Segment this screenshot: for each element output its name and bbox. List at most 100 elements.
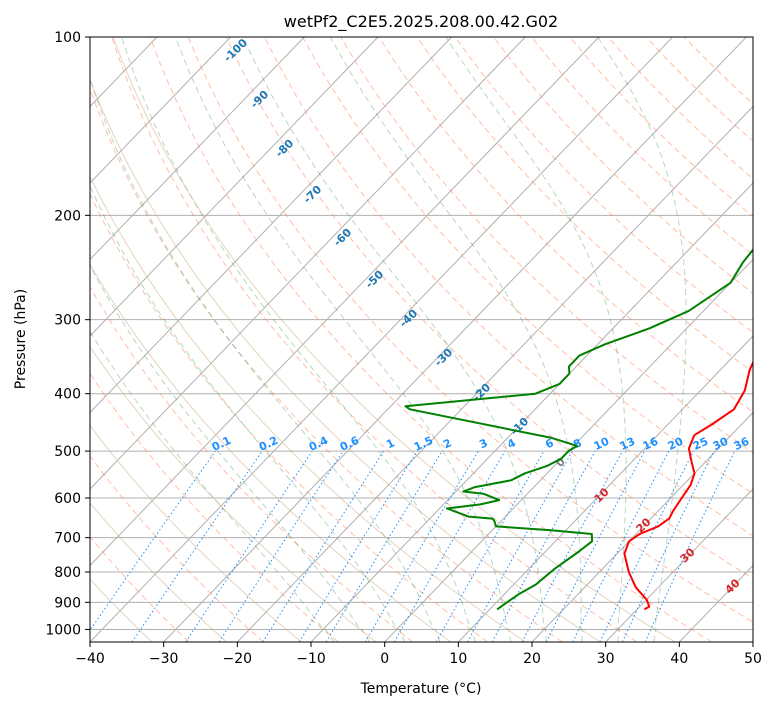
- mixing-ratio-lines: [90, 450, 736, 642]
- moist-adiabat: [597, 37, 687, 642]
- x-axis: −40 −30 −20 −10 0 10 20 30 40 50: [75, 642, 762, 667]
- isotherm: [310, 182, 753, 642]
- mixing-ratio-line: [131, 450, 263, 642]
- moist-adiabat: [445, 37, 627, 642]
- dry-adiabat: [90, 192, 488, 642]
- theta-line: [90, 345, 377, 642]
- dry-adiabat: [416, 37, 753, 373]
- mixing-ratio-line: [185, 450, 313, 642]
- mixing-label: 10: [592, 435, 612, 453]
- moist-adiabat: [90, 330, 335, 642]
- moist-adiabat: [242, 37, 547, 642]
- temperature-line: [623, 360, 753, 611]
- mixing-ratio-line: [467, 450, 573, 642]
- cold-label: -100: [221, 36, 250, 65]
- dry-adiabat: [149, 37, 712, 642]
- isotherm: [236, 105, 753, 642]
- mixing-ratio-line: [364, 450, 479, 642]
- mixing-ratio-line: [262, 450, 385, 642]
- dry-adiabat: [454, 37, 753, 333]
- theta-line: [90, 263, 452, 642]
- theta-line: [90, 424, 302, 642]
- isotherm: [90, 37, 379, 337]
- cold-label: -60: [331, 226, 355, 249]
- wet-bulb-lines: [0, 37, 676, 642]
- moist-adiabat: [90, 264, 371, 642]
- dry-adiabat: [493, 37, 753, 294]
- x-tick-label: −20: [223, 651, 253, 667]
- y-tick-label: 600: [54, 491, 81, 507]
- moist-adiabats: [90, 37, 687, 642]
- cold-label: -80: [273, 137, 297, 160]
- dry-adiabat: [263, 37, 753, 537]
- x-tick-label: 30: [597, 651, 615, 667]
- y-tick-label: 500: [54, 444, 81, 460]
- theta-line: [0, 37, 77, 642]
- x-axis-title: Temperature (°C): [360, 681, 482, 697]
- theta-line: [0, 37, 3, 642]
- cold-label: -40: [397, 307, 421, 330]
- plot-area: -100-90-80-70-60-50-40-30-20-10010203040…: [0, 36, 753, 642]
- isotherm: [605, 488, 753, 642]
- y-tick-label: 100: [54, 30, 81, 46]
- theta-line: [90, 578, 153, 642]
- mixing-label: 3: [477, 436, 489, 451]
- mixing-ratio-line: [572, 450, 670, 642]
- mixing-ratio-line: [644, 450, 736, 642]
- x-tick-label: −10: [296, 651, 326, 667]
- cold-label: -50: [363, 268, 387, 291]
- moist-adiabat: [329, 37, 583, 642]
- mixing-label: 20: [666, 435, 686, 453]
- x-tick-label: 40: [670, 651, 688, 667]
- moist-adiabat: [121, 37, 476, 642]
- x-tick-label: −40: [75, 651, 105, 667]
- moist-adiabat: [90, 184, 406, 642]
- isotherm: [90, 37, 452, 414]
- mixing-ratio-line: [621, 450, 715, 642]
- mixing-label: 16: [641, 435, 661, 453]
- mixing-ratio-line: [599, 450, 694, 642]
- plot-frame: [89, 36, 754, 643]
- mixing-ratio-line: [393, 450, 506, 642]
- dry-adiabat: [90, 455, 264, 642]
- theta-line: [90, 175, 526, 642]
- moist-adiabat: [90, 77, 441, 642]
- y-axis-title: Pressure (hPa): [13, 289, 29, 389]
- y-tick-label: 900: [54, 595, 81, 611]
- x-tick-label: −30: [149, 651, 179, 667]
- dry-adiabat: [683, 37, 753, 105]
- cold-label: -70: [301, 183, 325, 206]
- dry-adiabat: [90, 87, 563, 642]
- dry-adiabat: [187, 37, 753, 623]
- isotherm: [384, 258, 753, 642]
- y-tick-label: 700: [54, 531, 81, 547]
- mixing-ratio-line: [218, 450, 344, 642]
- grid: [0, 37, 753, 642]
- mixing-ratio-line: [435, 450, 545, 642]
- y-tick-label: 800: [54, 565, 81, 581]
- mixing-label: 13: [618, 435, 637, 453]
- profile-series: [404, 248, 753, 611]
- x-tick-label: 0: [380, 651, 389, 667]
- theta-line: [90, 78, 601, 642]
- mixing-label: 36: [732, 435, 752, 453]
- dry-adiabats: [90, 37, 753, 642]
- y-tick-label: 1000: [45, 622, 81, 638]
- y-axis: 100 200 300 400 500 600 700 800 900 1000: [45, 30, 90, 638]
- dry-adiabat: [569, 37, 753, 218]
- dry-adiabat: [90, 285, 414, 642]
- theta-line: [112, 37, 676, 642]
- isotherm: [752, 641, 753, 642]
- isotherm: [0, 37, 10, 642]
- x-tick-label: 50: [744, 651, 762, 667]
- mixing-label: 25: [691, 435, 710, 453]
- isotherm: [163, 37, 747, 642]
- mixing-ratio-line: [90, 450, 216, 632]
- dry-adiabat: [111, 37, 638, 642]
- x-tick-label: 10: [449, 651, 467, 667]
- dry-adiabat: [340, 37, 753, 454]
- mixing-label: 1: [384, 436, 396, 451]
- mixing-ratio-line: [298, 450, 418, 642]
- mixing-ratio-line: [491, 450, 596, 642]
